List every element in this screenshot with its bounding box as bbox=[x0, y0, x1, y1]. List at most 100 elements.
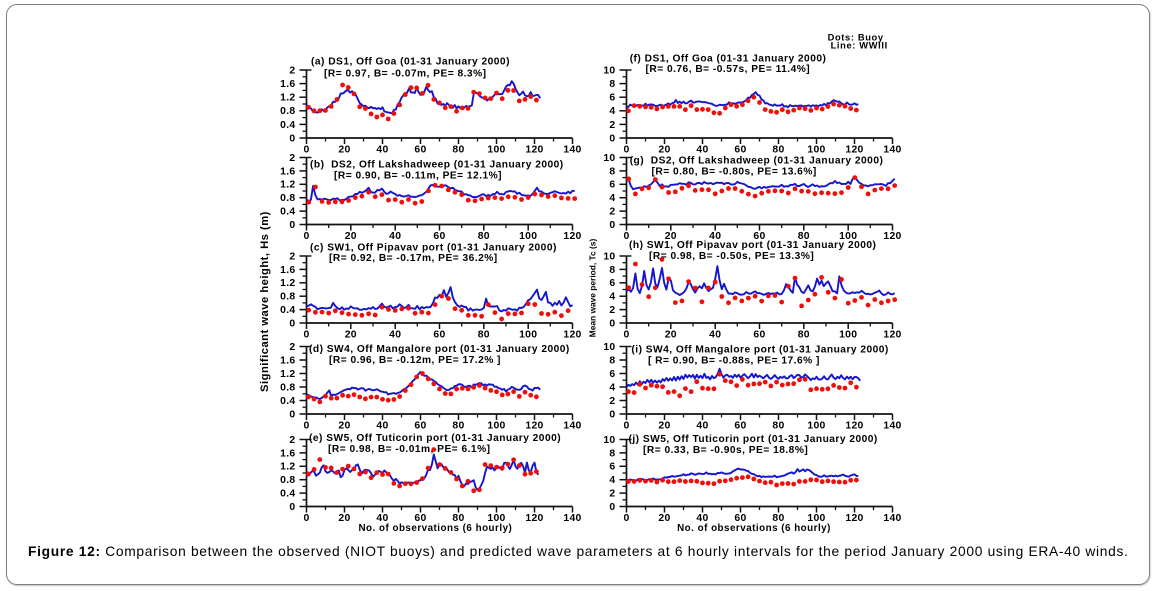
svg-text:1.2: 1.2 bbox=[280, 369, 295, 380]
svg-text:20: 20 bbox=[345, 330, 357, 341]
svg-text:100: 100 bbox=[839, 330, 857, 341]
svg-text:140: 140 bbox=[563, 421, 581, 432]
svg-text:20: 20 bbox=[345, 231, 357, 242]
svg-text:0: 0 bbox=[303, 330, 309, 341]
svg-text:No. of observations (6 hourly): No. of observations (6 hourly) bbox=[677, 523, 831, 534]
svg-text:100: 100 bbox=[519, 330, 537, 341]
svg-text:100: 100 bbox=[487, 145, 505, 156]
svg-text:100: 100 bbox=[487, 513, 505, 524]
svg-text:2: 2 bbox=[289, 251, 295, 262]
svg-text:40: 40 bbox=[696, 421, 708, 432]
svg-text:4: 4 bbox=[609, 292, 615, 303]
svg-text:1.2: 1.2 bbox=[280, 278, 295, 289]
svg-text:(d) SW4, Off Mangalore port (0: (d) SW4, Off Mangalore port (01-31 Janua… bbox=[309, 344, 570, 355]
svg-text:0: 0 bbox=[289, 133, 295, 144]
svg-text:20: 20 bbox=[338, 145, 350, 156]
svg-text:20: 20 bbox=[338, 513, 350, 524]
svg-text:60: 60 bbox=[753, 231, 765, 242]
svg-text:120: 120 bbox=[845, 513, 863, 524]
svg-text:100: 100 bbox=[519, 231, 537, 242]
svg-text:2: 2 bbox=[289, 342, 295, 353]
svg-text:1.2: 1.2 bbox=[280, 180, 295, 191]
svg-text:(a) DS1, Off Goa (01-31 Januar: (a) DS1, Off Goa (01-31 January 2000) bbox=[311, 57, 510, 68]
svg-text:100: 100 bbox=[807, 513, 825, 524]
svg-text:80: 80 bbox=[452, 145, 464, 156]
svg-text:80: 80 bbox=[452, 513, 464, 524]
svg-text:20: 20 bbox=[665, 231, 677, 242]
svg-text:120: 120 bbox=[525, 421, 543, 432]
svg-text:2: 2 bbox=[609, 120, 615, 131]
svg-text:(j) SW5, Off Tuticorin port (0: (j) SW5, Off Tuticorin port (01-31 Janua… bbox=[629, 434, 878, 445]
svg-text:No. of observations (6 hourly): No. of observations (6 hourly) bbox=[358, 523, 512, 534]
svg-text:10: 10 bbox=[603, 435, 615, 446]
svg-text:100: 100 bbox=[807, 145, 825, 156]
svg-text:Line: WWIII: Line: WWIII bbox=[831, 41, 888, 51]
svg-text:0.4: 0.4 bbox=[280, 120, 295, 131]
svg-text:40: 40 bbox=[696, 145, 708, 156]
svg-text:8: 8 bbox=[609, 355, 615, 366]
svg-text:60: 60 bbox=[414, 421, 426, 432]
svg-text:0: 0 bbox=[303, 421, 309, 432]
svg-text:60: 60 bbox=[734, 513, 746, 524]
svg-text:100: 100 bbox=[839, 231, 857, 242]
svg-text:0: 0 bbox=[289, 318, 295, 329]
svg-text:60: 60 bbox=[433, 231, 445, 242]
svg-text:(b) DS2, Off Lakshadweep (01-: (b) DS2, Off Lakshadweep (01-31 January … bbox=[310, 160, 564, 171]
svg-text:6: 6 bbox=[609, 462, 615, 473]
svg-text:1.6: 1.6 bbox=[280, 79, 295, 90]
svg-text:0: 0 bbox=[623, 421, 629, 432]
svg-text:0: 0 bbox=[303, 231, 309, 242]
svg-text:[R= 0.90, B= -0.11m, PE= 12.1%: [R= 0.90, B= -0.11m, PE= 12.1%] bbox=[334, 171, 502, 182]
svg-text:20: 20 bbox=[658, 421, 670, 432]
svg-text:2: 2 bbox=[609, 305, 615, 316]
svg-text:80: 80 bbox=[798, 231, 810, 242]
svg-text:(f) DS1, Off Goa (01-31 Januar: (f) DS1, Off Goa (01-31 January 2000) bbox=[630, 53, 827, 64]
svg-text:60: 60 bbox=[753, 330, 765, 341]
svg-text:60: 60 bbox=[734, 145, 746, 156]
svg-text:4: 4 bbox=[609, 475, 615, 486]
svg-text:0.8: 0.8 bbox=[280, 106, 295, 117]
svg-text:20: 20 bbox=[338, 421, 350, 432]
svg-text:1.2: 1.2 bbox=[280, 93, 295, 104]
svg-text:40: 40 bbox=[709, 330, 721, 341]
svg-text:100: 100 bbox=[807, 421, 825, 432]
svg-text:80: 80 bbox=[772, 513, 784, 524]
svg-text:0: 0 bbox=[623, 231, 629, 242]
svg-text:140: 140 bbox=[883, 513, 901, 524]
svg-text:80: 80 bbox=[798, 330, 810, 341]
svg-text:1.6: 1.6 bbox=[280, 355, 295, 366]
svg-text:0.4: 0.4 bbox=[280, 207, 295, 218]
svg-text:6: 6 bbox=[609, 278, 615, 289]
svg-text:[R= 0.33, B= -0.90s, PE= 18.8%: [R= 0.33, B= -0.90s, PE= 18.8%] bbox=[643, 445, 808, 456]
svg-text:0: 0 bbox=[289, 502, 295, 513]
svg-text:40: 40 bbox=[376, 513, 388, 524]
svg-text:2: 2 bbox=[289, 153, 295, 164]
svg-text:0.8: 0.8 bbox=[280, 193, 295, 204]
svg-text:40: 40 bbox=[376, 145, 388, 156]
svg-text:60: 60 bbox=[734, 421, 746, 432]
svg-text:120: 120 bbox=[845, 145, 863, 156]
svg-text:2: 2 bbox=[609, 207, 615, 218]
svg-text:120: 120 bbox=[563, 330, 581, 341]
svg-text:(c) SW1, Off Pipavav port (01-: (c) SW1, Off Pipavav port (01-31 January… bbox=[310, 242, 557, 253]
svg-text:80: 80 bbox=[772, 145, 784, 156]
svg-text:(i) SW4, Off Mangalore port (0: (i) SW4, Off Mangalore port (01-31 Janua… bbox=[631, 345, 888, 356]
svg-text:8: 8 bbox=[609, 166, 615, 177]
svg-text:0: 0 bbox=[303, 513, 309, 524]
svg-text:8: 8 bbox=[609, 265, 615, 276]
svg-text:120: 120 bbox=[845, 421, 863, 432]
svg-text:100: 100 bbox=[487, 421, 505, 432]
svg-text:140: 140 bbox=[883, 145, 901, 156]
svg-text:0: 0 bbox=[609, 318, 615, 329]
svg-text:2: 2 bbox=[609, 396, 615, 407]
svg-text:0: 0 bbox=[289, 409, 295, 420]
svg-text:120: 120 bbox=[883, 231, 901, 242]
svg-text:1.2: 1.2 bbox=[280, 462, 295, 473]
svg-text:120: 120 bbox=[563, 231, 581, 242]
svg-text:120: 120 bbox=[525, 513, 543, 524]
svg-text:1.6: 1.6 bbox=[280, 448, 295, 459]
svg-text:120: 120 bbox=[883, 330, 901, 341]
svg-text:2: 2 bbox=[289, 65, 295, 76]
svg-text:[R= 0.98, B= -0.50s, PE= 13.3%: [R= 0.98, B= -0.50s, PE= 13.3%] bbox=[649, 251, 814, 262]
svg-text:8: 8 bbox=[609, 79, 615, 90]
